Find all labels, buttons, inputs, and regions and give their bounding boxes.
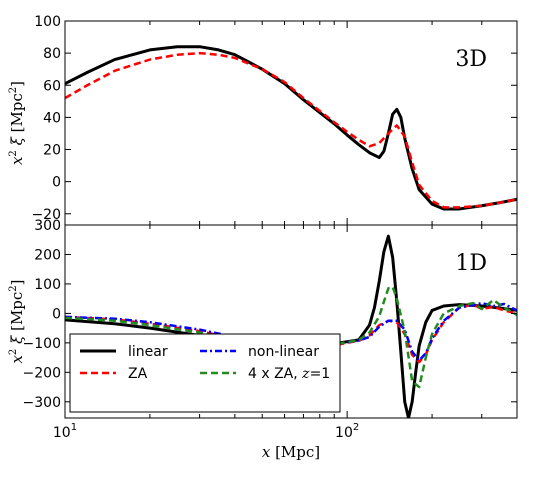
- y-tick-label: 0: [52, 306, 61, 322]
- x-tick-label: 101: [53, 422, 77, 441]
- y-tick-label: −100: [23, 336, 61, 352]
- y-tick-label: −20: [31, 207, 61, 223]
- series-line-linear: [65, 45, 517, 211]
- y-tick-label: 40: [43, 110, 61, 126]
- panel-3d: −20 0 20 40 60 80 100 x2 ξ [Mpc2] 3D: [8, 14, 518, 226]
- panel-1d: −300 −200 −100 0 100 200 300 101 102 x2 ξ [Mpc2] 1…: [8, 218, 518, 461]
- y-tick-label: 100: [34, 277, 61, 293]
- x-tick-label: 102: [335, 422, 359, 441]
- legend-label: linear: [128, 344, 168, 360]
- legend-label: 4 x ZA, z=1: [248, 366, 330, 382]
- y-tick-label: 0: [52, 175, 61, 191]
- axes-frame: [64, 20, 518, 226]
- series-line-za: [65, 303, 517, 364]
- y-axis-label: x2 ξ [Mpc2]: [8, 279, 26, 363]
- y-tick-label: −300: [23, 395, 61, 411]
- series-line-za: [65, 51, 517, 209]
- legend-label: non-linear: [248, 344, 319, 360]
- panel-tag: 1D: [455, 251, 487, 276]
- y-tick-label: 80: [43, 46, 61, 62]
- y-tick-label: 300: [34, 218, 61, 234]
- x-axis-label: x [Mpc]: [262, 443, 320, 461]
- series-group: [65, 45, 517, 211]
- legend-label: ZA: [128, 366, 148, 382]
- y-tick-label: 60: [43, 78, 61, 94]
- axes-frame: [64, 224, 518, 419]
- series-line-4-x-za-z-1: [65, 285, 517, 389]
- y-axis-label: x2 ξ [Mpc2]: [8, 81, 26, 165]
- y-tick-label: 200: [34, 247, 61, 263]
- y-tick-label: 100: [34, 14, 61, 30]
- y-tick-label: −200: [23, 365, 61, 381]
- legend: linear ZA non-linear 4 x ZA, z=1: [69, 333, 341, 413]
- y-tick-label: 20: [43, 143, 61, 159]
- panel-tag: 3D: [455, 47, 487, 72]
